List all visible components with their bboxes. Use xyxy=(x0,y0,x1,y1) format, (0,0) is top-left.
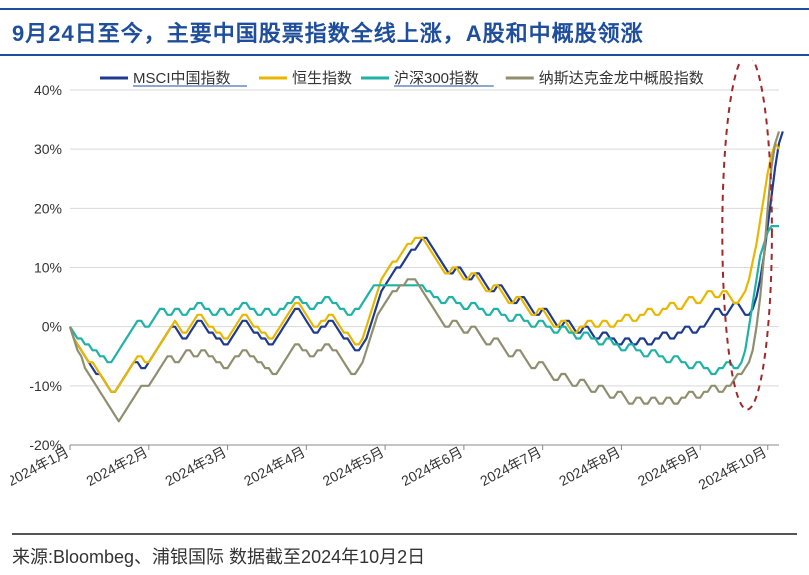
svg-text:40%: 40% xyxy=(34,82,62,98)
chart-title-bar: 9月24日至今，主要中国股票指数全线上涨，A股和中概股领涨 xyxy=(0,8,809,56)
svg-text:恒生指数: 恒生指数 xyxy=(292,70,352,87)
svg-text:MSCI中国指数: MSCI中国指数 xyxy=(133,70,231,87)
svg-text:10%: 10% xyxy=(34,260,62,276)
svg-text:2024年4月: 2024年4月 xyxy=(241,444,308,490)
svg-text:0%: 0% xyxy=(42,319,62,335)
svg-text:沪深300指数: 沪深300指数 xyxy=(394,70,479,87)
line-chart-svg: -20%-10%0%10%20%30%40%2024年1月2024年2月2024… xyxy=(10,60,799,515)
svg-text:-10%: -10% xyxy=(29,378,62,394)
svg-text:2024年8月: 2024年8月 xyxy=(556,444,623,490)
svg-text:2024年7月: 2024年7月 xyxy=(477,444,544,490)
svg-text:2024年2月: 2024年2月 xyxy=(84,444,151,490)
chart-footer: 来源:Bloombeg、浦银国际 数据截至2024年10月2日 xyxy=(12,533,797,569)
svg-text:30%: 30% xyxy=(34,141,62,157)
chart-area: -20%-10%0%10%20%30%40%2024年1月2024年2月2024… xyxy=(10,60,799,515)
source-text: 来源:Bloombeg、浦银国际 数据截至2024年10月2日 xyxy=(12,547,425,567)
svg-text:2024年5月: 2024年5月 xyxy=(320,444,387,490)
svg-text:纳斯达克金龙中概股指数: 纳斯达克金龙中概股指数 xyxy=(539,70,704,87)
svg-text:2024年9月: 2024年9月 xyxy=(635,444,702,490)
svg-text:2024年6月: 2024年6月 xyxy=(399,444,466,490)
svg-text:2024年3月: 2024年3月 xyxy=(162,444,229,490)
svg-text:20%: 20% xyxy=(34,200,62,216)
chart-title: 9月24日至今，主要中国股票指数全线上涨，A股和中概股领涨 xyxy=(12,21,644,46)
svg-text:2024年10月: 2024年10月 xyxy=(696,444,769,493)
